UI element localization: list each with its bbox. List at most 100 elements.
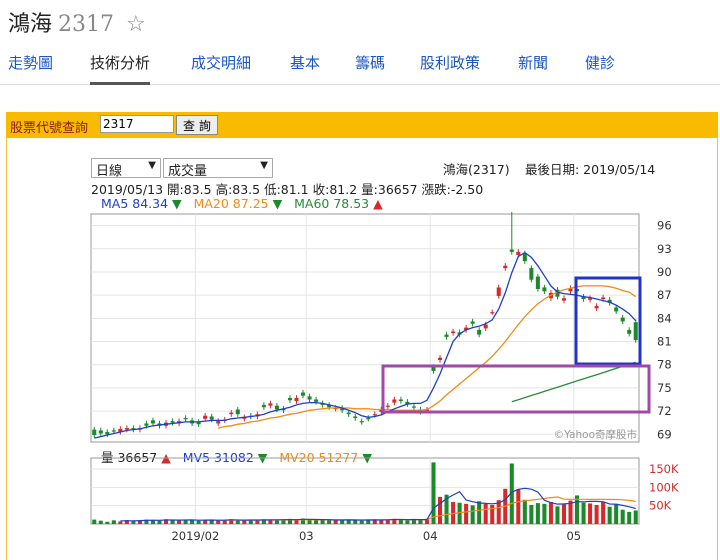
ma60-label: MA60 78.53 <box>294 196 370 211</box>
mv20-line <box>218 496 636 521</box>
candle-body <box>268 403 273 406</box>
price-tick-label: 69 <box>657 427 672 441</box>
volume-bar <box>594 504 599 524</box>
volume-bar <box>444 494 449 524</box>
volume-bar <box>575 495 580 524</box>
candle-body <box>483 324 488 329</box>
volume-bar <box>268 520 273 524</box>
candle-body <box>118 428 123 432</box>
volume-bar <box>346 519 351 524</box>
volume-bar <box>627 511 632 524</box>
candle-body <box>170 421 175 423</box>
candle-body <box>581 296 586 300</box>
volume-bar <box>470 505 475 524</box>
candle-body <box>216 421 221 424</box>
price-tick-label: 96 <box>657 219 672 233</box>
ma-legend: MA5 84.34 ▼ MA20 87.25 ▼ MA60 78.53 ▲ <box>101 196 383 211</box>
volume-bar <box>483 503 488 524</box>
candle-body <box>594 305 599 309</box>
volume-bar <box>438 496 443 524</box>
tab-dividend[interactable]: 股利政策 <box>420 54 481 72</box>
mv5-line <box>120 487 636 522</box>
x-tick-label: 03 <box>299 529 314 543</box>
candle-body <box>209 416 214 420</box>
x-tick-label: 04 <box>423 529 438 543</box>
query-button[interactable]: 查 詢 <box>176 115 218 135</box>
dropdown-arrow-icon: ▼ <box>260 160 268 171</box>
volume-tick-label: 100K <box>649 480 679 494</box>
header-last-date: 最後日期: 2019/05/14 <box>525 162 656 177</box>
candle-body <box>509 249 514 252</box>
volume-bar <box>131 520 136 524</box>
highlight-box-purple <box>381 364 651 414</box>
volume-bar <box>588 503 593 524</box>
candle-body <box>203 415 208 419</box>
volume-bar <box>235 520 240 524</box>
candle-body <box>379 409 384 412</box>
volume-bar <box>294 519 299 524</box>
stock-code-input[interactable] <box>100 115 174 133</box>
tab-trades[interactable]: 成交明細 <box>191 54 252 72</box>
candle-body <box>287 397 292 401</box>
volume-bar <box>307 519 312 524</box>
candle-body <box>105 431 110 435</box>
volume-bar <box>398 519 403 524</box>
candle-body <box>242 417 247 419</box>
ohlc-date: 2019/05/13 <box>91 182 164 197</box>
stock-name: 鴻海 <box>8 12 53 37</box>
query-bar: 股票代號查詢 查 詢 <box>6 112 718 138</box>
volume-bar <box>274 519 279 524</box>
candle-body <box>601 297 606 300</box>
tab-news[interactable]: 新聞 <box>518 54 549 72</box>
volume-bar <box>340 519 345 524</box>
price-tick-label: 81 <box>657 335 672 349</box>
volume-bar <box>183 519 188 524</box>
volume-bar <box>203 519 208 524</box>
volume-bar <box>620 509 625 524</box>
volume-bar <box>614 503 619 524</box>
volume-bar <box>522 499 527 524</box>
candle-body <box>405 401 410 405</box>
indicator-select-value: 成交量 <box>168 164 208 179</box>
candle-body <box>314 399 319 402</box>
indicator-select[interactable]: 成交量 ▼ <box>163 158 273 179</box>
candle-body <box>464 327 469 330</box>
tab-health[interactable]: 健診 <box>585 54 616 72</box>
volume-bar <box>137 520 142 524</box>
period-select[interactable]: 日線 ▼ <box>91 158 161 179</box>
volume-bar <box>216 520 221 524</box>
tab-basic[interactable]: 基本 <box>290 54 321 72</box>
price-volume-chart: 96 93 90 87 84 81 78 75 72 69 150K 100K 50K 2019/02 03… <box>90 212 679 543</box>
candle-body <box>144 423 149 426</box>
volume-bar <box>392 518 397 524</box>
ma60-arrow: ▲ <box>373 196 383 211</box>
volume-tick-label: 150K <box>649 462 679 476</box>
tab-trend[interactable]: 走勢圖 <box>8 54 54 72</box>
candle-body <box>392 399 397 403</box>
candle-body <box>366 418 371 420</box>
volume-bar <box>353 520 358 524</box>
star-outline-icon[interactable]: ☆ <box>126 12 146 37</box>
volume-bar <box>150 520 155 524</box>
candle-body <box>561 298 566 301</box>
candle-body <box>131 428 136 430</box>
ohlc-open: 開:83.5 <box>167 182 212 197</box>
candle-body <box>431 367 436 371</box>
price-tick-label: 84 <box>657 311 672 325</box>
candle-body <box>470 321 475 324</box>
volume-bar <box>177 519 182 524</box>
price-tick-label: 90 <box>657 265 672 279</box>
candle-body <box>261 404 266 408</box>
candle-body <box>568 288 573 292</box>
volume-bar <box>548 502 553 524</box>
candle-body <box>535 276 540 289</box>
tab-chips[interactable]: 籌碼 <box>355 54 386 72</box>
volume-bar <box>411 519 416 524</box>
volume-bar <box>464 503 469 524</box>
volume-bar <box>561 504 566 524</box>
candle-body <box>490 312 495 314</box>
candle-body <box>372 414 377 416</box>
tab-technical[interactable]: 技術分析 <box>90 54 151 85</box>
volume-plot-frame <box>90 457 640 525</box>
x-tick-label: 05 <box>566 529 581 543</box>
